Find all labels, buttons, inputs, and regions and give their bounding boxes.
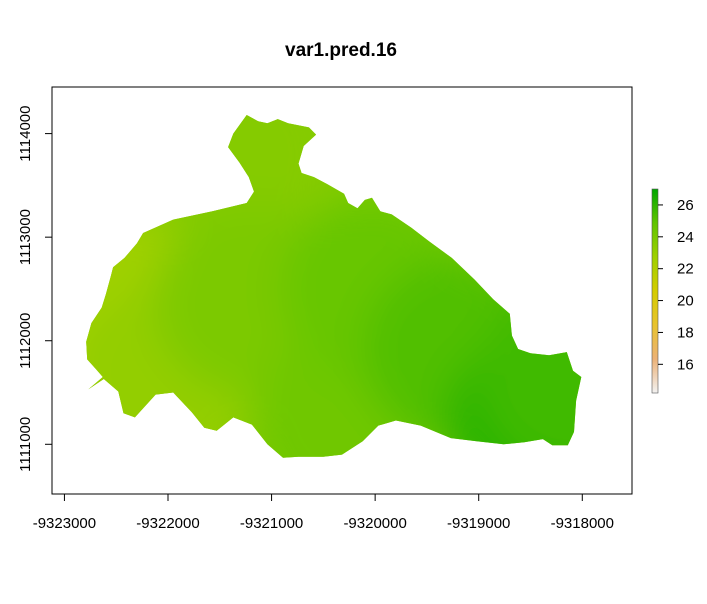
x-tick-label: -9319000	[447, 515, 510, 532]
x-tick-label: -9318000	[551, 515, 614, 532]
legend-tick-label: 18	[677, 324, 694, 341]
y-tick-label: 1114000	[17, 106, 34, 162]
x-axis: -9323000 -9322000 -9321000 -9320000 -9319000…	[33, 493, 614, 532]
legend-tick-label: 16	[677, 356, 694, 373]
raster-value-region	[476, 281, 582, 458]
map-title: var1.pred.16	[285, 40, 397, 61]
y-tick-label: 1112000	[17, 313, 34, 369]
x-tick-label: -9323000	[33, 515, 96, 532]
legend-tick-label: 20	[677, 293, 694, 310]
x-tick-label: -9321000	[240, 515, 303, 532]
x-tick-label: -9322000	[136, 515, 199, 532]
legend-color-bar	[651, 188, 659, 394]
legend-tick-label: 24	[677, 229, 694, 246]
legend-tick-label: 22	[677, 261, 694, 278]
legend-tick-label: 26	[677, 197, 694, 214]
y-tick-label: 1111000	[17, 417, 34, 472]
color-legend: 16 18 20 22 24 26	[651, 188, 694, 394]
y-axis: 1111000 1112000 1113000 1114000	[17, 106, 53, 472]
x-tick-label: -9320000	[343, 515, 406, 532]
y-tick-label: 1113000	[17, 209, 34, 265]
raster-layer	[86, 115, 582, 458]
